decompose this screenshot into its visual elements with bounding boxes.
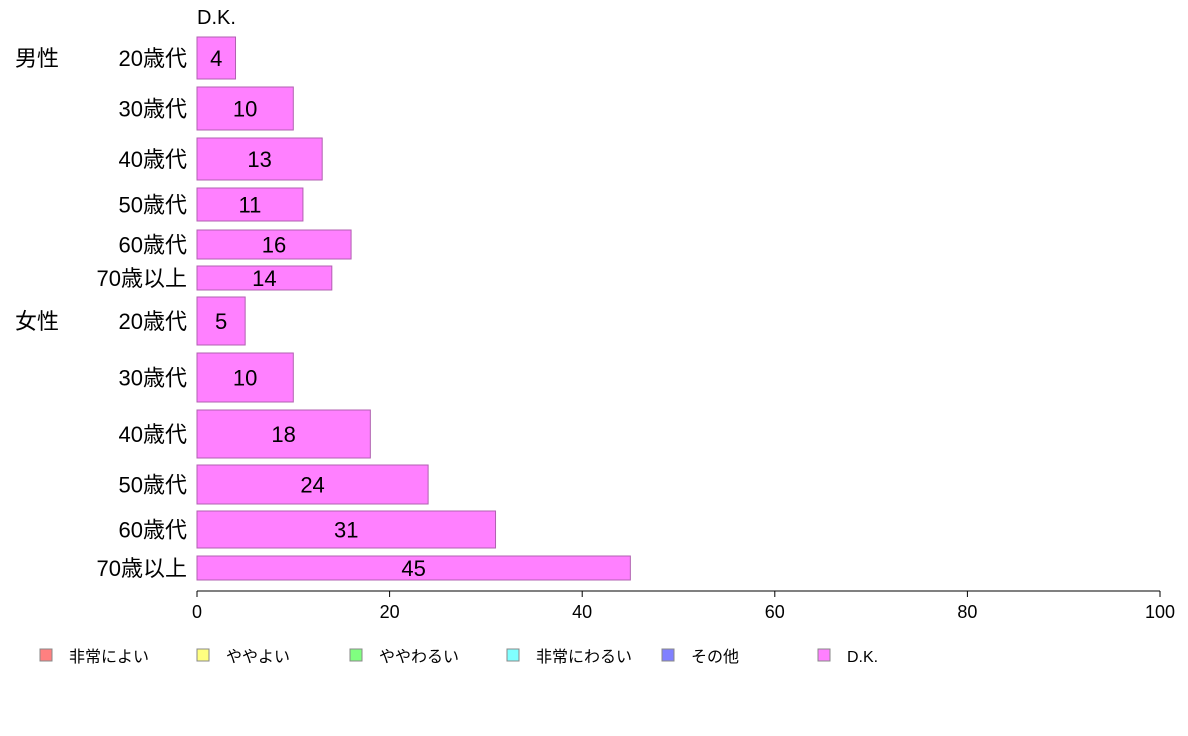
data-label: 10 <box>233 97 257 122</box>
bar <box>196 352 294 403</box>
category-label: 70歳以上 <box>97 266 187 291</box>
data-label: 45 <box>401 556 425 581</box>
category-label: 20歳代 <box>119 46 187 71</box>
bar <box>196 137 323 181</box>
bar <box>196 555 631 581</box>
legend-label: ややよい <box>226 648 290 666</box>
tick-label: 60 <box>765 602 785 622</box>
bar <box>196 86 294 131</box>
category-label: 20歳代 <box>119 309 187 334</box>
data-label: 16 <box>262 233 286 258</box>
bar <box>196 265 333 291</box>
data-label: 31 <box>334 518 358 543</box>
category-label: 40歳代 <box>119 422 187 447</box>
group-label: 女性 <box>15 309 59 334</box>
bar <box>196 296 246 346</box>
tick-label: 0 <box>192 602 202 622</box>
bar <box>196 464 429 505</box>
legend-label: その他 <box>691 648 739 666</box>
category-label: 70歳以上 <box>97 556 187 581</box>
series-title: D.K. <box>197 7 236 29</box>
data-label: 5 <box>215 309 227 334</box>
category-label: 30歳代 <box>119 97 187 122</box>
bar <box>196 229 352 260</box>
bar <box>196 187 304 222</box>
data-label: 11 <box>239 193 262 218</box>
tick-label: 40 <box>572 602 592 622</box>
bar <box>196 510 497 549</box>
tick-label: 80 <box>957 602 977 622</box>
legend: 非常によい ややよい ややわるい 非常にわるい その他 D.K. <box>39 648 878 666</box>
legend-label: 非常にわるい <box>536 648 632 666</box>
legend-swatch <box>196 648 210 662</box>
data-label: 10 <box>233 366 257 391</box>
legend-swatch <box>506 648 520 662</box>
category-label: 60歳代 <box>119 233 187 258</box>
category-label: 50歳代 <box>119 473 187 498</box>
category-label: 60歳代 <box>119 518 187 543</box>
legend-label: D.K. <box>847 649 878 666</box>
data-label: 24 <box>300 473 324 498</box>
tick-label: 20 <box>380 602 400 622</box>
x-axis: 0 20 40 60 80 100 <box>192 590 1175 622</box>
category-label: 50歳代 <box>119 193 187 218</box>
data-label: 14 <box>252 266 276 291</box>
data-label: 18 <box>271 422 295 447</box>
legend-swatch <box>349 648 363 662</box>
category-label: 30歳代 <box>119 366 187 391</box>
bar <box>196 409 371 459</box>
group-label: 男性 <box>15 46 59 71</box>
data-label: 13 <box>247 147 271 172</box>
legend-label: 非常によい <box>69 648 149 666</box>
legend-label: ややわるい <box>379 648 459 666</box>
data-label: 4 <box>210 46 222 71</box>
legend-swatch <box>817 648 831 662</box>
bar <box>196 36 237 80</box>
category-label: 40歳代 <box>119 147 187 172</box>
tick-label: 100 <box>1145 602 1175 622</box>
legend-swatch <box>661 648 675 662</box>
legend-swatch <box>39 648 53 662</box>
